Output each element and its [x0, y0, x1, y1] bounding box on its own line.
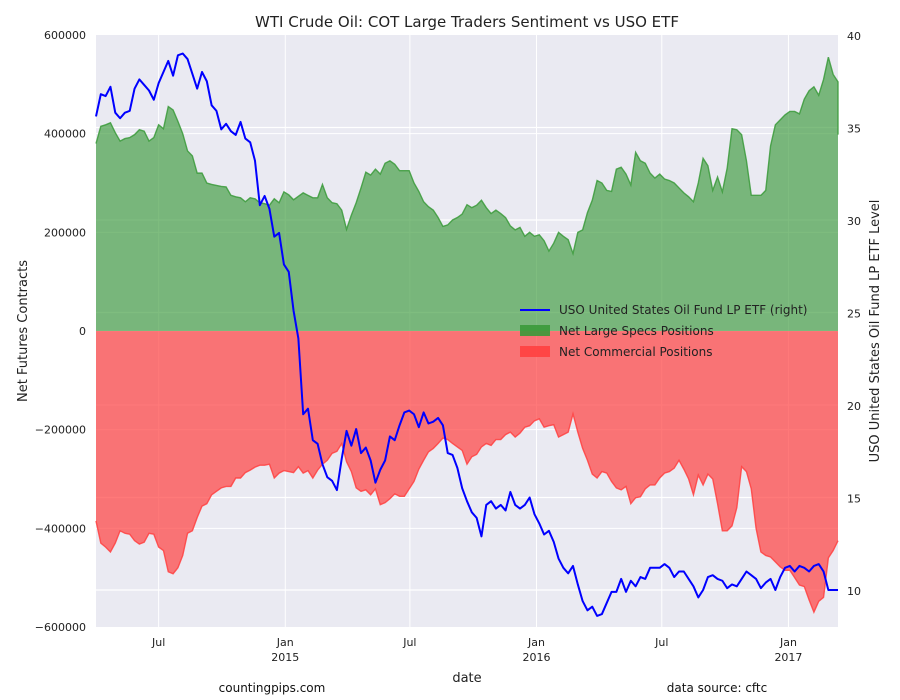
right-tick-label: 20	[847, 400, 861, 413]
x-tick-year-label: 2016	[523, 651, 551, 664]
footer-source-right: data source: cftc	[667, 681, 767, 695]
x-tick-label: Jul	[654, 636, 668, 649]
left-tick-label: 400000	[44, 128, 86, 141]
legend-swatch-specs	[520, 325, 550, 336]
legend-label-commercial: Net Commercial Positions	[559, 345, 712, 359]
left-tick-label: 0	[79, 325, 86, 338]
area-net-commercial-positions	[96, 331, 838, 613]
area-edge-1	[95, 57, 839, 257]
left-axis-ticks: 600000 400000 200000 0 −200000 −400000 −600000	[35, 29, 86, 634]
footer-source-left: countingpips.com	[219, 681, 326, 695]
right-tick-label: 25	[847, 308, 861, 321]
chart-title: WTI Crude Oil: COT Large Traders Sentime…	[255, 13, 679, 31]
right-tick-label: 40	[847, 30, 861, 43]
line-series	[95, 52, 838, 617]
x-tick-label: Jan	[276, 636, 294, 649]
left-tick-label: 200000	[44, 226, 86, 239]
x-axis-ticks: Jul Jan 2015 Jul Jan 2016 Jul Jan 2017	[151, 636, 802, 664]
left-tick-label: −600000	[35, 621, 86, 634]
right-tick-label: 10	[847, 585, 861, 598]
right-tick-label: 30	[847, 215, 861, 228]
x-tick-label: Jul	[151, 636, 165, 649]
legend-label-specs: Net Large Specs Positions	[559, 324, 714, 338]
x-tick-year-label: 2015	[271, 651, 299, 664]
x-tick-year-label: 2017	[774, 651, 802, 664]
right-axis-label: USO United States Oil Fund LP ETF Level	[868, 200, 883, 463]
area-series	[95, 57, 839, 615]
x-axis-label: date	[452, 671, 481, 686]
area-edge-2	[95, 411, 839, 615]
legend: USO United States Oil Fund LP ETF (right…	[520, 303, 807, 359]
left-axis-label: Net Futures Contracts	[16, 260, 31, 402]
x-tick-label: Jan	[779, 636, 797, 649]
legend-label-uso: USO United States Oil Fund LP ETF (right…	[559, 303, 807, 317]
area-net-large-specs-positions	[96, 57, 838, 331]
left-tick-label: −200000	[35, 424, 86, 437]
left-tick-label: 600000	[44, 29, 86, 42]
x-tick-label: Jan	[527, 636, 545, 649]
right-axis-ticks: 40 35 30 25 20 15 10	[847, 30, 861, 598]
legend-swatch-commercial	[520, 346, 550, 357]
right-tick-label: 15	[847, 493, 861, 506]
x-tick-label: Jul	[402, 636, 416, 649]
left-tick-label: −400000	[35, 522, 86, 535]
uso-price-line	[95, 52, 838, 617]
right-tick-label: 35	[847, 123, 861, 136]
